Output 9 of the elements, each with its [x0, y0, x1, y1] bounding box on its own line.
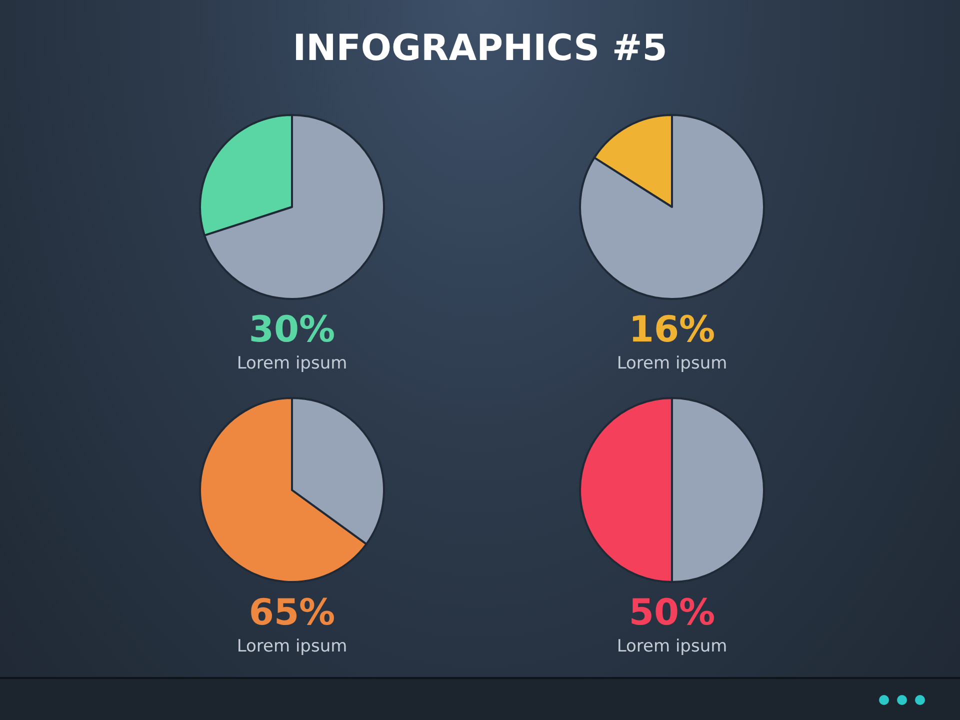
text: 30% — [248, 310, 336, 350]
text: Lorem ipsum — [236, 636, 348, 656]
text: Lorem ipsum — [616, 354, 728, 374]
text: 16% — [628, 310, 716, 350]
text: Lorem ipsum — [236, 354, 348, 374]
text: 65% — [248, 592, 336, 634]
text: 50% — [628, 592, 716, 634]
text: INFOGRAPHICS #5 — [292, 28, 668, 69]
text: Lorem ipsum — [616, 636, 728, 656]
